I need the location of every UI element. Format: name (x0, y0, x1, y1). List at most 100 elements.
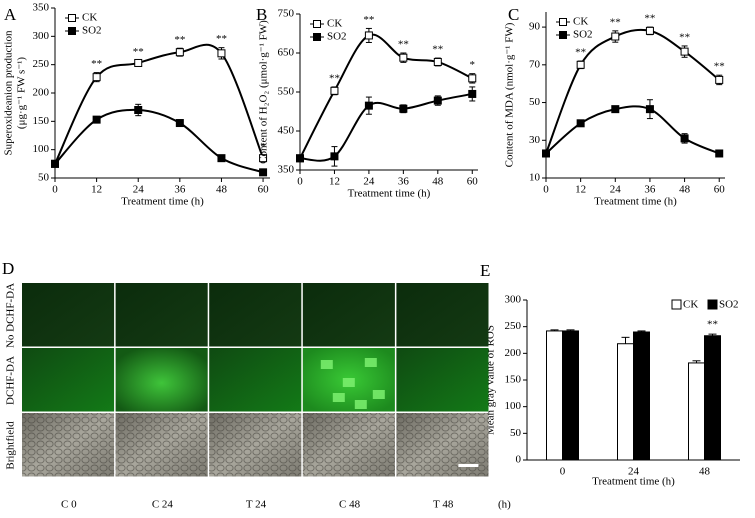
y-tick-label: 30 (529, 134, 541, 146)
legend-marker (707, 299, 718, 310)
marker (330, 86, 339, 95)
legend-marker (559, 18, 567, 26)
x-tick-label: 48 (679, 184, 691, 196)
x-tick-label: 48 (216, 184, 228, 196)
annotation: ** (363, 14, 374, 26)
marker (542, 149, 550, 158)
marker (680, 134, 689, 143)
x-tick-label: 24 (628, 466, 640, 478)
marker (296, 154, 304, 163)
fluorescent-cell (354, 400, 367, 409)
marker (433, 96, 442, 105)
legend-label: SO2 (327, 31, 347, 43)
series-line (545, 105, 720, 155)
micrograph (22, 348, 115, 412)
y-tick-label: 70 (529, 58, 541, 70)
y-tick-label: 650 (278, 47, 295, 59)
annotation: ** (133, 46, 144, 58)
x-tick-label: 24 (133, 184, 145, 196)
y-tick-label: 300 (505, 294, 522, 306)
y-tick-label: 250 (33, 58, 50, 70)
micrograph-texture (302, 413, 395, 477)
annotation: ** (575, 47, 586, 59)
marker (399, 104, 408, 113)
series-line (54, 43, 264, 165)
marker (259, 154, 268, 163)
bar (704, 335, 721, 461)
scale-bar (458, 464, 479, 467)
y-axis-label: (μg·g⁻¹ FW s⁻¹) (16, 57, 28, 130)
y-tick-label: 300 (33, 30, 50, 42)
column-label: C 24 (152, 499, 174, 511)
y-tick-label: 0 (516, 454, 522, 466)
legend-marker (68, 14, 76, 22)
x-tick-label: 60 (258, 184, 270, 196)
y-tick-label: 50 (510, 427, 522, 439)
y-tick-label: 150 (505, 374, 522, 386)
x-tick-label: 60 (467, 176, 479, 188)
bar (562, 330, 579, 461)
marker (576, 60, 585, 69)
annotation: ** (644, 13, 655, 25)
legend-label: CK (683, 299, 698, 311)
x-axis-label: Treatment time (h) (594, 196, 677, 208)
marker (92, 115, 101, 124)
x-tick-label: 48 (699, 466, 711, 478)
marker (217, 154, 226, 163)
micrograph (115, 283, 208, 347)
marker (611, 105, 620, 114)
series-line (545, 28, 720, 154)
legend-marker (68, 27, 76, 35)
x-tick-label: 60 (714, 184, 726, 196)
row-label: DCHF-DA (5, 356, 17, 405)
legend-label: CK (573, 16, 588, 28)
x-tick-label: 36 (174, 184, 186, 196)
micrograph (302, 283, 395, 347)
annotation: ** (714, 61, 725, 73)
x-axis-label: Treatment time (h) (121, 196, 204, 208)
fluorescent-cell (342, 378, 355, 387)
annotation: ** (174, 34, 185, 46)
bar (546, 330, 563, 461)
micrograph (115, 348, 208, 412)
panel-label: D (2, 259, 14, 278)
column-label: T 48 (433, 499, 454, 511)
panel-label: E (480, 261, 490, 280)
y-tick-label: 90 (529, 21, 541, 33)
legend-label: SO2 (82, 25, 102, 37)
marker (611, 32, 620, 41)
series-line (299, 92, 473, 162)
y-tick-label: 250 (505, 320, 522, 332)
annotation: * (470, 59, 476, 71)
x-tick-label: 48 (432, 176, 444, 188)
x-tick-label: 0 (52, 184, 58, 196)
y-tick-label: 450 (278, 125, 295, 137)
y-tick-label: 100 (33, 143, 50, 155)
legend-marker (313, 20, 321, 28)
x-tick-label: 12 (575, 184, 586, 196)
column-label: C 0 (61, 499, 77, 511)
column-label: C 48 (339, 499, 361, 511)
marker (645, 105, 654, 114)
annotation: ** (707, 319, 718, 331)
annotation: ** (91, 58, 102, 70)
marker (134, 106, 143, 114)
marker (468, 74, 477, 83)
annotation: ** (216, 33, 227, 45)
marker (433, 57, 442, 66)
marker (364, 31, 373, 40)
y-tick-label: 200 (505, 347, 522, 359)
panel-label: C (508, 5, 519, 24)
micrograph (22, 283, 115, 347)
y-tick-label: 50 (38, 172, 50, 184)
x-tick-label: 12 (91, 184, 102, 196)
series-line (54, 108, 264, 174)
legend-label: SO2 (719, 299, 739, 311)
micrograph-texture (115, 413, 208, 477)
micrograph (396, 283, 489, 347)
x-tick-label: 12 (329, 176, 340, 188)
marker (399, 53, 408, 62)
micrograph-texture (209, 413, 302, 477)
annotation: ** (432, 44, 443, 56)
legend-label: SO2 (573, 29, 593, 41)
